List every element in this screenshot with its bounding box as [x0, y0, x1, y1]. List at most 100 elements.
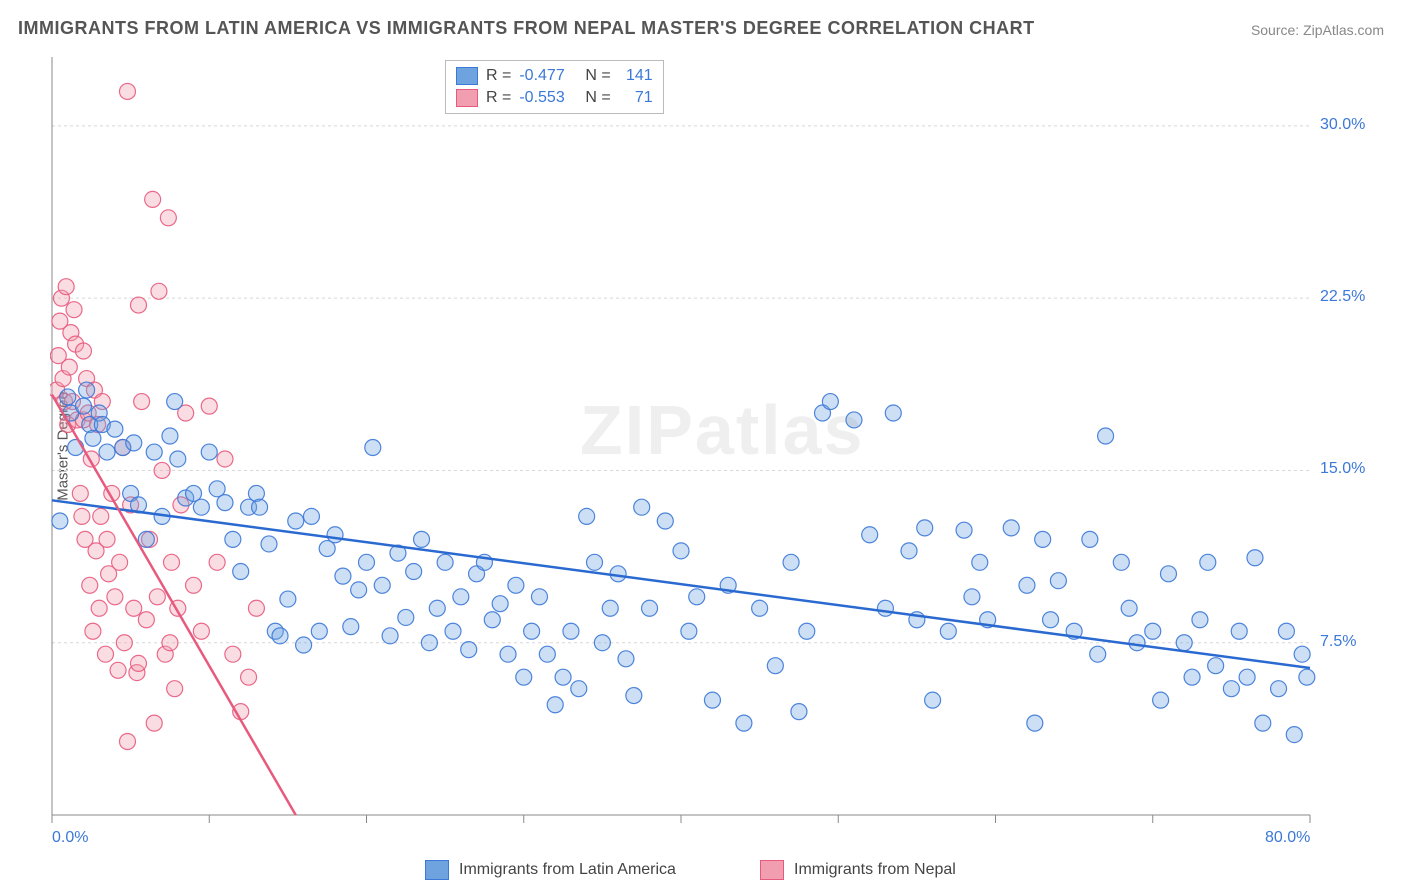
legend-swatch [425, 860, 449, 880]
chart-title: IMMIGRANTS FROM LATIN AMERICA VS IMMIGRA… [18, 18, 1035, 39]
data-point-latin [1090, 646, 1106, 662]
data-point-latin [917, 520, 933, 536]
data-point-latin [862, 527, 878, 543]
data-point-latin [252, 499, 268, 515]
data-point-latin [233, 564, 249, 580]
data-point-latin [68, 439, 84, 455]
data-point-latin [1129, 635, 1145, 651]
data-point-latin [327, 527, 343, 543]
source-attribution: Source: ZipAtlas.com [1251, 22, 1384, 38]
data-point-latin [1200, 554, 1216, 570]
y-tick-label: 15.0% [1320, 460, 1365, 478]
data-point-latin [414, 531, 430, 547]
data-point-latin [261, 536, 277, 552]
data-point-latin [618, 651, 634, 667]
data-point-latin [99, 444, 115, 460]
data-point-nepal [134, 394, 150, 410]
data-point-latin [421, 635, 437, 651]
data-point-latin [146, 444, 162, 460]
data-point-nepal [145, 191, 161, 207]
data-point-latin [1231, 623, 1247, 639]
data-point-latin [79, 382, 95, 398]
data-point-nepal [112, 554, 128, 570]
y-tick-label: 22.5% [1320, 288, 1365, 306]
data-point-latin [374, 577, 390, 593]
data-point-latin [445, 623, 461, 639]
data-point-latin [689, 589, 705, 605]
data-point-latin [398, 609, 414, 625]
data-point-latin [85, 430, 101, 446]
data-point-nepal [119, 733, 135, 749]
data-point-latin [303, 508, 319, 524]
n-label: N = [585, 65, 610, 87]
data-point-latin [791, 704, 807, 720]
bottom-legend-latin: Immigrants from Latin America [425, 860, 676, 880]
data-point-nepal [201, 398, 217, 414]
data-point-nepal [119, 83, 135, 99]
data-point-latin [885, 405, 901, 421]
data-point-latin [587, 554, 603, 570]
data-point-latin [547, 697, 563, 713]
data-point-nepal [241, 669, 257, 685]
bottom-legend-nepal: Immigrants from Nepal [760, 860, 956, 880]
data-point-latin [555, 669, 571, 685]
data-point-latin [1153, 692, 1169, 708]
data-point-latin [940, 623, 956, 639]
scatter-plot [50, 55, 1370, 845]
data-point-latin [1271, 681, 1287, 697]
data-point-latin [365, 439, 381, 455]
data-point-latin [1027, 715, 1043, 731]
data-point-latin [1043, 612, 1059, 628]
x-tick-label: 80.0% [1265, 829, 1310, 847]
data-point-latin [406, 564, 422, 580]
data-point-latin [1098, 428, 1114, 444]
data-point-nepal [151, 283, 167, 299]
legend-row-latin: R = -0.477 N = 141 [456, 65, 653, 87]
data-point-latin [1239, 669, 1255, 685]
data-point-nepal [97, 646, 113, 662]
data-point-latin [162, 428, 178, 444]
data-point-nepal [167, 681, 183, 697]
data-point-latin [642, 600, 658, 616]
data-point-nepal [138, 612, 154, 628]
data-point-latin [531, 589, 547, 605]
n-value: 141 [619, 65, 653, 87]
data-point-latin [217, 495, 233, 511]
data-point-latin [1294, 646, 1310, 662]
data-point-nepal [160, 210, 176, 226]
data-point-nepal [75, 343, 91, 359]
data-point-latin [822, 394, 838, 410]
data-point-latin [634, 499, 650, 515]
legend-label: Immigrants from Nepal [794, 861, 956, 879]
data-point-latin [752, 600, 768, 616]
data-point-latin [1003, 520, 1019, 536]
data-point-nepal [107, 589, 123, 605]
legend-swatch [456, 67, 478, 85]
y-tick-label: 7.5% [1320, 633, 1356, 651]
data-point-latin [1255, 715, 1271, 731]
r-label: R = [486, 65, 511, 87]
data-point-nepal [93, 508, 109, 524]
data-point-latin [681, 623, 697, 639]
data-point-latin [1184, 669, 1200, 685]
data-point-latin [280, 591, 296, 607]
r-value: -0.553 [519, 87, 577, 109]
data-point-latin [382, 628, 398, 644]
data-point-latin [167, 394, 183, 410]
data-point-latin [767, 658, 783, 674]
chart-container: IMMIGRANTS FROM LATIN AMERICA VS IMMIGRA… [0, 0, 1406, 892]
legend-swatch [456, 89, 478, 107]
data-point-nepal [154, 462, 170, 478]
data-point-latin [901, 543, 917, 559]
data-point-latin [138, 531, 154, 547]
data-point-latin [539, 646, 555, 662]
data-point-latin [508, 577, 524, 593]
data-point-nepal [225, 646, 241, 662]
data-point-latin [1082, 531, 1098, 547]
data-point-latin [1145, 623, 1161, 639]
data-point-latin [1223, 681, 1239, 697]
data-point-latin [52, 513, 68, 529]
data-point-nepal [58, 279, 74, 295]
data-point-latin [657, 513, 673, 529]
data-point-latin [201, 444, 217, 460]
